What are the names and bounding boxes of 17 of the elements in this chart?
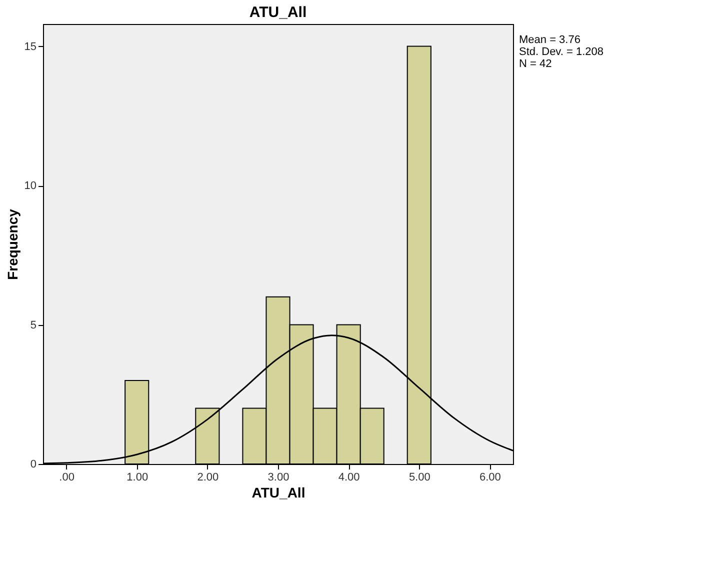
y-tick-label: 5 (30, 319, 36, 332)
x-tick-label: 1.00 (126, 472, 148, 484)
x-tick-label: 5.00 (408, 472, 430, 484)
text: Std. Dev. = 1.208 (519, 46, 604, 58)
y-axis-title: Frequency (4, 208, 20, 280)
y-tick-label: 15 (24, 40, 36, 53)
x-tick-label: 3.00 (268, 472, 290, 484)
x-tick-label: 2.00 (197, 472, 219, 484)
x-tick-label: 6.00 (480, 472, 501, 484)
text: N = 42 (519, 58, 552, 70)
x-tick-label: 4.00 (338, 472, 360, 484)
y-tick-label: 10 (24, 180, 36, 192)
x-axis-title: ATU_All (252, 484, 306, 500)
x-tick-label: .00 (59, 472, 74, 484)
text: Mean = 3.76 (519, 34, 580, 46)
chart-title: ATU_All (249, 4, 307, 21)
y-tick-label: 0 (30, 458, 36, 470)
